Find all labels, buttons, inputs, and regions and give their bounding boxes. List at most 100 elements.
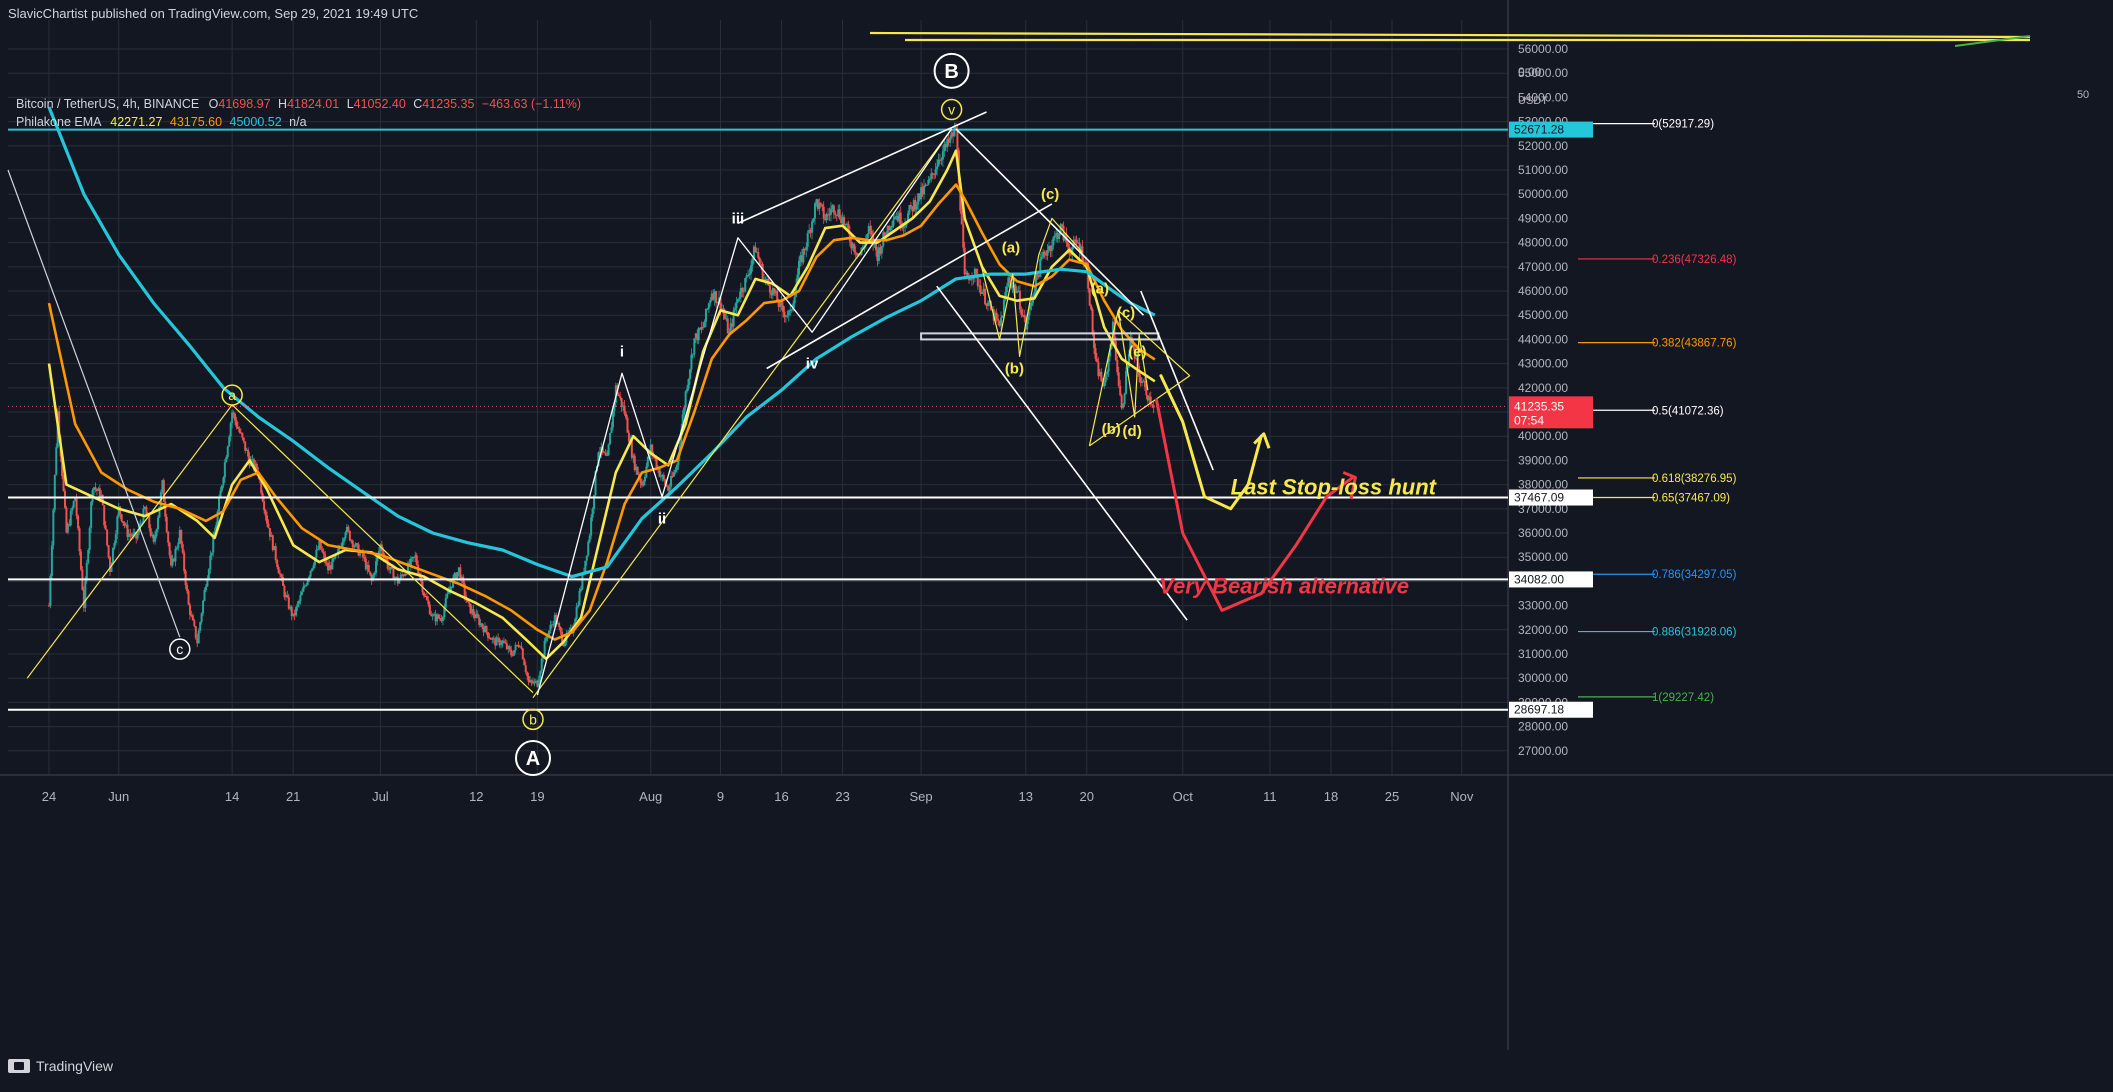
wave-label-text: A bbox=[526, 748, 540, 770]
candle-body bbox=[668, 486, 671, 491]
candle-body bbox=[123, 522, 126, 526]
candle-body bbox=[364, 558, 367, 570]
candle-body bbox=[516, 644, 519, 646]
candle-body bbox=[505, 643, 508, 650]
candle-body bbox=[78, 528, 81, 552]
candle-body bbox=[633, 455, 636, 471]
footer-brand-text: TradingView bbox=[36, 1058, 114, 1074]
candle-body bbox=[315, 549, 318, 558]
candle-body bbox=[369, 571, 372, 575]
candle-body bbox=[1141, 381, 1144, 383]
candle-body bbox=[745, 275, 748, 279]
candle-body bbox=[135, 531, 138, 539]
candle-body bbox=[93, 487, 96, 491]
candle-body bbox=[837, 209, 840, 216]
candle-body bbox=[975, 268, 978, 275]
candle-body bbox=[716, 302, 719, 304]
level-badge: 37467.09 bbox=[1514, 491, 1564, 505]
candle-body bbox=[491, 638, 494, 640]
candle-body bbox=[204, 586, 207, 590]
candle-body bbox=[1103, 382, 1106, 387]
symbol-title: Bitcoin / TetherUS, 4h, BINANCE bbox=[16, 97, 200, 111]
candle-body bbox=[665, 484, 668, 487]
candle-body bbox=[940, 159, 943, 161]
candle-body bbox=[896, 216, 899, 222]
candle-body bbox=[1042, 251, 1045, 258]
candle-body bbox=[299, 595, 302, 601]
candle-body bbox=[603, 452, 606, 454]
candle-body bbox=[1053, 235, 1056, 238]
time-tick-label: Nov bbox=[1450, 789, 1474, 804]
candle-body bbox=[350, 540, 353, 542]
candle-body bbox=[590, 517, 593, 536]
candle-body bbox=[738, 297, 741, 299]
candle-body bbox=[847, 223, 850, 232]
candle-body bbox=[158, 506, 161, 518]
candle-body bbox=[783, 311, 786, 317]
candle-body bbox=[187, 591, 190, 605]
price-tick-label: 36000.00 bbox=[1518, 526, 1568, 540]
candle-body bbox=[264, 510, 267, 516]
candle-body bbox=[985, 303, 988, 306]
candle-body bbox=[463, 583, 466, 596]
candle-body bbox=[228, 436, 231, 447]
candle-body bbox=[593, 495, 596, 509]
price-top-label: 5 bbox=[2077, 89, 2083, 101]
candle-body bbox=[431, 615, 434, 617]
candle-body bbox=[425, 596, 428, 601]
candle-body bbox=[1091, 309, 1094, 335]
fib-level-label: 0.382(43867.76) bbox=[1652, 338, 1737, 350]
candle-body bbox=[388, 568, 391, 570]
candle-body bbox=[468, 602, 471, 604]
candle-body bbox=[1122, 404, 1125, 408]
candle-body bbox=[1030, 302, 1033, 306]
candle-body bbox=[741, 288, 744, 293]
candle-body bbox=[53, 474, 56, 510]
candle-body bbox=[1036, 274, 1039, 276]
candle-body bbox=[167, 531, 170, 543]
candle-body bbox=[569, 627, 572, 630]
candle-body bbox=[1098, 371, 1101, 377]
candle-body bbox=[1027, 309, 1030, 321]
indicator-legend-row: Philakone EMA 42271.27 43175.60 45000.52… bbox=[16, 113, 581, 131]
candle-body bbox=[497, 637, 500, 639]
candle-body bbox=[838, 209, 841, 219]
candle-body bbox=[151, 534, 154, 536]
candle-body bbox=[225, 457, 228, 463]
price-tick-label: 42000.00 bbox=[1518, 381, 1568, 395]
candle-body bbox=[430, 614, 433, 616]
candle-body bbox=[639, 477, 642, 484]
candle-body bbox=[659, 476, 662, 478]
trend-line-c bbox=[7, 169, 181, 638]
candle-body bbox=[280, 574, 283, 577]
candle-body bbox=[359, 552, 362, 556]
projection-yellow-arrowhead bbox=[1253, 432, 1271, 449]
candle-body bbox=[725, 318, 728, 320]
candle-body bbox=[139, 523, 142, 526]
candle-body bbox=[861, 246, 864, 248]
candle-body bbox=[813, 203, 816, 219]
candle-body bbox=[937, 159, 940, 167]
candle-body bbox=[856, 253, 859, 256]
candle-body bbox=[978, 285, 981, 287]
candle-body bbox=[428, 604, 431, 615]
candle-body bbox=[376, 555, 379, 562]
candle-body bbox=[440, 618, 443, 622]
candle-body bbox=[1061, 224, 1064, 226]
candle-body bbox=[117, 506, 120, 517]
candle-body bbox=[485, 626, 488, 633]
wave-label-text: (b) bbox=[1005, 360, 1024, 377]
candle-body bbox=[1017, 290, 1020, 292]
candle-body bbox=[1058, 233, 1061, 240]
candle-body bbox=[521, 648, 524, 660]
candle-body bbox=[879, 247, 882, 254]
price-top-label: 0 bbox=[2083, 89, 2089, 101]
candle-body bbox=[1110, 343, 1113, 349]
candle-body bbox=[481, 623, 484, 628]
candle-body bbox=[683, 407, 686, 415]
candle-body bbox=[172, 558, 175, 562]
time-tick-label: 19 bbox=[530, 789, 544, 804]
